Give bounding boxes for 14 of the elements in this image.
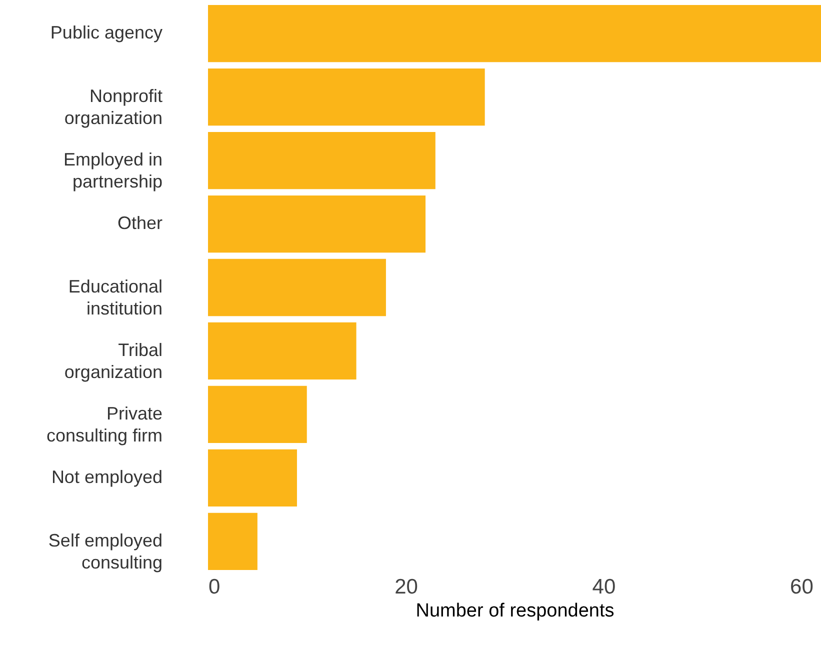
y-tick-label: Employed in partnership — [63, 150, 162, 192]
x-tick-label: 60 — [790, 576, 814, 598]
x-tick-label: 20 — [394, 576, 418, 598]
y-tick-label: Tribal organization — [64, 340, 162, 382]
x-axis-title: Number of respondents — [416, 600, 614, 622]
y-tick-label: Self employed consulting — [48, 530, 162, 572]
y-tick-label: Not employed — [51, 466, 162, 487]
x-tick-label: 0 — [208, 576, 220, 598]
y-tick-label: Other — [117, 213, 162, 234]
x-tick-label: 40 — [592, 576, 616, 598]
y-tick-label: Nonprofit organization — [64, 86, 162, 128]
y-tick-label: Public agency — [50, 22, 162, 43]
y-tick-label: Educational institution — [68, 276, 162, 318]
y-tick-label: Private consulting firm — [46, 403, 162, 446]
